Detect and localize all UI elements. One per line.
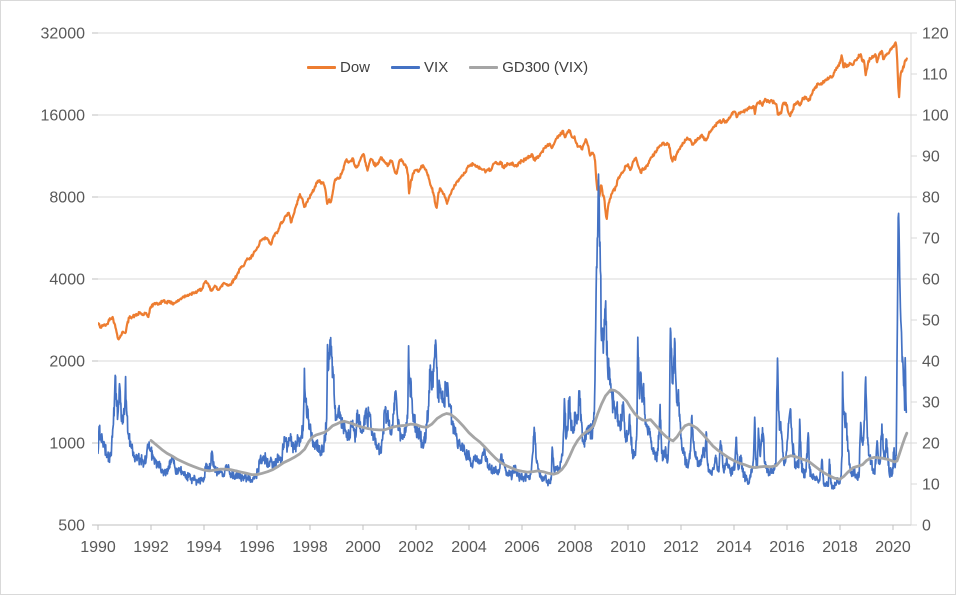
x-tick-label: 2006 [504,539,540,556]
y-left-tick-label: 32000 [41,26,86,43]
x-tick-label: 2004 [451,539,487,556]
chart-legend: Dow VIX GD300 (VIX) [307,60,588,75]
legend-item-vix[interactable]: VIX [391,60,448,75]
y-right-tick-label: 40 [922,354,940,371]
vix-series-line [98,173,908,490]
y-right-tick-label: 110 [922,67,948,84]
y-right-tick-label: 80 [922,190,940,207]
legend-item-dow[interactable]: Dow [307,60,370,75]
x-tick-label: 1996 [239,539,275,556]
legend-item-gd300[interactable]: GD300 (VIX) [469,60,588,75]
x-tick-label: 2012 [663,539,699,556]
legend-label-gd300: GD300 (VIX) [502,59,589,76]
y-left-tick-label: 2000 [49,354,85,371]
dow-series-line [98,41,908,341]
gd300-vix-series-line [149,388,909,481]
x-tick-label: 2018 [822,539,858,556]
x-tick-label: 2010 [610,539,646,556]
y-right-tick-label: 100 [922,108,949,125]
y-right-tick-label: 10 [922,477,940,494]
vix-line-swatch-icon [391,66,421,69]
legend-label-vix: VIX [424,59,449,76]
x-tick-label: 1998 [292,539,328,556]
legend-label-dow: Dow [340,59,371,76]
x-tick-label: 2016 [769,539,805,556]
gd300-line-swatch-icon [469,66,499,69]
y-left-tick-label: 16000 [41,108,86,125]
y-right-tick-label: 0 [922,518,931,535]
y-right-tick-label: 50 [922,313,940,330]
x-tick-label: 2020 [875,539,911,556]
y-right-tick-label: 120 [922,26,949,43]
x-tick-label: 1992 [133,539,169,556]
y-right-tick-label: 70 [922,231,940,248]
y-right-tick-label: 30 [922,395,940,412]
x-tick-label: 2000 [345,539,381,556]
y-left-tick-label: 500 [58,518,85,535]
x-tick-label: 2008 [557,539,593,556]
y-left-tick-label: 8000 [49,190,85,207]
y-right-tick-label: 60 [922,272,940,289]
y-right-tick-label: 90 [922,149,940,166]
y-left-tick-label: 4000 [49,272,85,289]
x-tick-label: 1990 [80,539,116,556]
x-tick-label: 2014 [716,539,752,556]
x-tick-label: 2002 [398,539,434,556]
y-right-tick-label: 20 [922,436,940,453]
y-left-tick-label: 1000 [49,436,85,453]
dow-line-swatch-icon [307,66,336,69]
x-tick-label: 1994 [186,539,222,556]
